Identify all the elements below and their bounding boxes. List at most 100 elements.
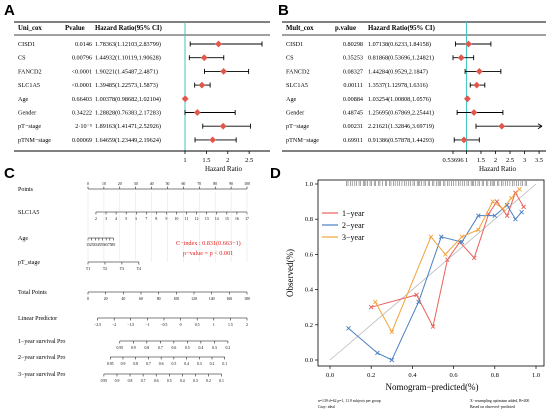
row-label: CS: [18, 55, 26, 62]
row-pvalue: 0.69911: [343, 137, 363, 144]
row-pvalue: 0.08327: [343, 68, 363, 75]
x-tick-label: 0.8: [491, 372, 499, 379]
nomogram-tick-label: 10: [102, 182, 106, 186]
nomogram-tick-label: 0.2: [226, 346, 231, 350]
nomogram-tick-label: 10: [175, 217, 179, 221]
nomogram-tick-label: 75: [108, 243, 112, 247]
row-hr-text: 1.44284(0.9529,2.1847): [368, 68, 428, 75]
nomogram-tick-label: −0.5: [161, 323, 168, 327]
calibration-line-2: [348, 204, 522, 361]
y-axis-label: Observed(%): [285, 249, 295, 297]
nomogram-tick-label: 25: [90, 243, 94, 247]
nomogram-tick-label: 0.6: [159, 362, 164, 366]
nomogram-row-label: 3−year survival Pro: [18, 372, 65, 378]
nomogram-tick-label: 90: [229, 182, 233, 186]
nomogram-tick-label: −1.5: [127, 323, 134, 327]
hr-point: [215, 40, 222, 48]
calibration-point: [389, 329, 395, 335]
hr-point: [470, 109, 478, 116]
nomogram-tick-label: 50: [166, 182, 170, 186]
header-variable: Uni_cox: [18, 25, 42, 32]
row-pvalue: 0.48745: [343, 110, 363, 117]
nomogram-tick-label: −2: [112, 323, 116, 327]
p-value-annotation: p−value = p < 0.001: [183, 250, 233, 257]
nomogram-tick-label: 0.7: [141, 379, 146, 383]
nomogram-tick-label: 1.5: [228, 323, 233, 327]
nomogram-tick-label: 0.7: [146, 362, 151, 366]
forest-plot-multivariate: Mult_cox p.value Hazard Ratio(95% CI) CISD1…: [282, 21, 546, 173]
panel-label-a: A: [4, 2, 15, 19]
nomogram-tick-label: 65: [104, 243, 108, 247]
row-pvalue: 0.0146: [75, 41, 92, 48]
calibration-point: [517, 186, 522, 192]
row-label: Age: [18, 96, 29, 103]
row-label: SLC1A5: [286, 82, 308, 89]
footnote-right-2: Based on observed−predicted: [470, 405, 515, 409]
nomogram-tick-label: 80: [213, 182, 217, 186]
nomogram-tick-label: 160: [226, 297, 232, 301]
row-label: FANCD2: [18, 68, 42, 75]
nomogram-tick-label: 120: [191, 297, 197, 301]
nomogram-tick-label: 55: [101, 243, 105, 247]
panel-label-d: D: [270, 165, 281, 182]
nomogram-tick-label: 100: [173, 297, 179, 301]
x-tick-label: 1.5: [477, 157, 485, 164]
hr-point: [475, 68, 483, 75]
hr-point: [463, 95, 471, 103]
calibration-point: [513, 216, 518, 222]
row-label: pTNM−stage: [18, 137, 51, 144]
x-axis-label: Nomogram−predicted(%): [385, 382, 478, 392]
calibration-point: [430, 324, 436, 329]
x-tick-label: 2: [494, 157, 497, 164]
hr-point: [181, 95, 189, 103]
x-tick-label: 1: [183, 157, 186, 164]
nomogram-tick-label: T2: [103, 267, 107, 271]
nomogram-tick-label: 60: [182, 182, 186, 186]
calibration-line-3: [374, 188, 520, 333]
row-pvalue: 0.00884: [343, 96, 363, 103]
nomogram-row-label: Age: [18, 236, 28, 242]
y-tick-label: 0.0: [305, 357, 313, 364]
nomogram-tick-label: 13: [205, 217, 209, 221]
x-tick-label: 2.5: [245, 157, 253, 164]
row-pvalue: 0.00069: [72, 137, 92, 144]
nomogram-row-label: pT_stage: [18, 260, 40, 266]
header-variable: Mult_cox: [286, 25, 314, 32]
nomogram-tick-label: 0.2: [210, 362, 215, 366]
calibration-point: [490, 199, 496, 204]
hr-point: [220, 68, 227, 75]
nomogram-tick-label: 4: [115, 217, 117, 221]
row-label: CISD1: [286, 41, 303, 48]
nomogram-tick-label: 0.8: [128, 379, 133, 383]
x-tick-label: 1: [465, 157, 468, 164]
legend-label: 2−year: [342, 221, 365, 230]
nomogram-tick-label: 0: [87, 182, 89, 186]
nomogram-tick-label: 1: [213, 323, 215, 327]
row-pvalue: 0.80298: [343, 41, 363, 48]
calibration-point: [519, 209, 524, 215]
header-pvalue: Pvalue: [65, 25, 85, 32]
calibration-point: [504, 202, 510, 208]
x-tick-label: 0.2: [367, 372, 375, 379]
footnote-left-2: Gray: ideal: [318, 405, 335, 409]
nomogram-tick-label: 85: [112, 243, 116, 247]
nomogram-tick-label: 180: [244, 297, 250, 301]
y-tick-label: 0.6: [305, 251, 314, 258]
calibration-point: [471, 255, 477, 261]
row-hr-text: 1.25695(0.67869,2.25441): [368, 110, 434, 117]
nomogram-row-label: Points: [18, 187, 34, 193]
calibration-point: [416, 299, 421, 305]
nomogram-tick-label: 2: [246, 323, 248, 327]
calibration-point: [443, 252, 448, 257]
legend-label: 1−year: [342, 209, 365, 218]
hr-point: [209, 136, 217, 144]
calibration-point: [521, 204, 526, 210]
nomogram-tick-label: 0.8: [133, 362, 138, 366]
calibration-point: [428, 234, 434, 240]
hr-point: [219, 122, 227, 130]
nomogram-tick-label: 20: [104, 297, 108, 301]
hr-point: [460, 136, 468, 144]
nomogram-tick-label: 0.4: [184, 362, 189, 366]
